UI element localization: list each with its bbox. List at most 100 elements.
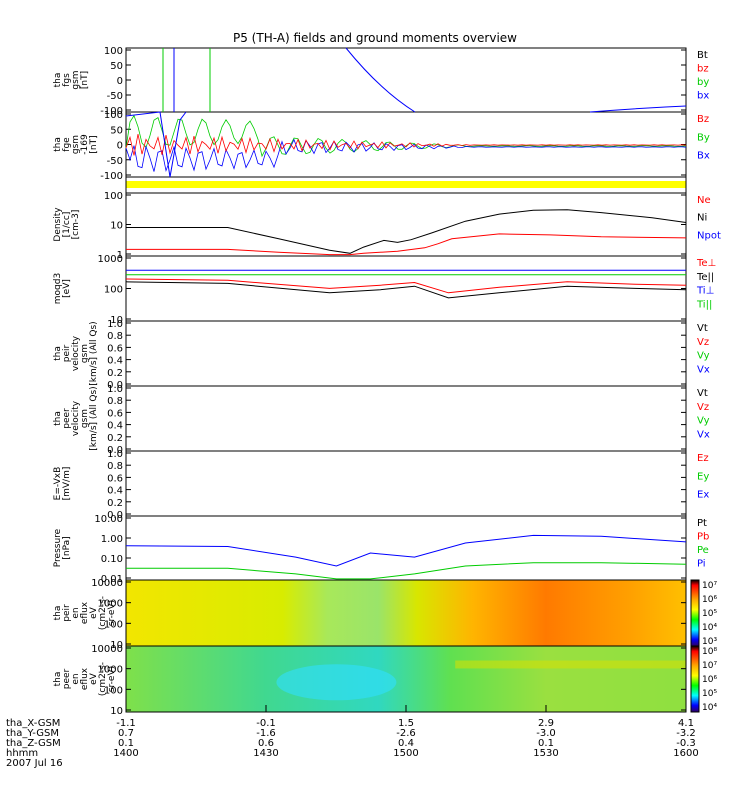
colorbar-label: 10⁴ bbox=[702, 623, 717, 633]
y-axis-label: E=-VxB bbox=[53, 467, 63, 501]
y-axis-label: en bbox=[71, 673, 81, 684]
legend-Vz: Vz bbox=[697, 402, 709, 413]
legend-Vy: Vy bbox=[697, 416, 710, 427]
y-tick-label: -50 bbox=[107, 91, 123, 102]
series-Ne bbox=[126, 233, 687, 256]
legend-Npot: Npot bbox=[697, 230, 721, 241]
legend-Ti||: Ti|| bbox=[696, 299, 712, 310]
y-axis-label: moqd3 bbox=[53, 273, 63, 304]
y-axis-label: [mV/m] bbox=[62, 467, 72, 501]
y-axis-label: [km/s] (All Qs) bbox=[89, 321, 99, 385]
y-axis-label: tha bbox=[53, 137, 63, 152]
y-axis-label: (cm2-s- bbox=[98, 596, 108, 630]
legend-bx: bx bbox=[697, 91, 709, 102]
legend-Vx: Vx bbox=[697, 429, 710, 440]
colorbar-label: 10⁵ bbox=[702, 689, 717, 699]
y-tick-label: 0.0 bbox=[107, 445, 123, 456]
legend-Vt: Vt bbox=[697, 323, 708, 334]
legend-Vz: Vz bbox=[697, 337, 709, 348]
y-tick-label: 1.0 bbox=[107, 449, 123, 460]
y-tick-label: 100 bbox=[104, 685, 123, 696]
legend-Ti⊥: Ti⊥ bbox=[696, 286, 714, 297]
legend-bz: bz bbox=[697, 64, 709, 75]
colorbar-label: 10⁶ bbox=[702, 675, 717, 685]
ephemeris-label-1: tha_Y-GSM bbox=[6, 728, 59, 739]
ephemeris-value: -0.1 bbox=[256, 718, 276, 729]
y-axis-label: velocity bbox=[71, 335, 81, 371]
y-tick-label: 0.6 bbox=[107, 473, 123, 484]
panel-frame bbox=[125, 192, 687, 257]
fge-bx-trace bbox=[125, 138, 687, 173]
y-axis-label: tha bbox=[53, 411, 63, 426]
legend-Ey: Ey bbox=[697, 471, 709, 482]
ephemeris-label-0: tha_X-GSM bbox=[6, 718, 60, 729]
y-tick-label: 0.10 bbox=[101, 554, 123, 565]
panel-efield bbox=[125, 450, 687, 517]
ephemeris-value: 4.1 bbox=[678, 718, 694, 729]
y-axis-label: tha bbox=[53, 73, 63, 88]
fge-bx-early bbox=[125, 111, 187, 178]
y-axis-label: [nPa] bbox=[62, 536, 72, 559]
y-axis-label: (cm2-s- bbox=[98, 662, 108, 696]
y-tick-label: 10.00 bbox=[94, 514, 123, 525]
panel-espec bbox=[125, 645, 700, 713]
y-tick-label: 100 bbox=[104, 191, 123, 202]
series-Pe bbox=[126, 562, 687, 580]
y-axis-label: [eV] bbox=[62, 279, 72, 298]
y-tick-label: 0.8 bbox=[107, 396, 123, 407]
y-tick-label: 0.0 bbox=[107, 510, 123, 521]
legend-Bt: Bt bbox=[697, 50, 708, 61]
y-tick-label: 0 bbox=[117, 76, 123, 87]
y-tick-label: 50 bbox=[110, 125, 123, 136]
panel-frame bbox=[125, 385, 687, 452]
y-tick-label: 1000 bbox=[98, 254, 123, 265]
y-axis-label: [nT] bbox=[80, 71, 90, 89]
y-axis-label: [km/s] (All Qs) bbox=[89, 386, 99, 450]
fge-bz-trace bbox=[125, 134, 687, 156]
ephemeris-value: 0.4 bbox=[398, 738, 414, 749]
y-tick-label: 0.2 bbox=[107, 498, 123, 509]
y-tick-label: 0.6 bbox=[107, 408, 123, 419]
y-tick-label: -100 bbox=[100, 171, 123, 182]
y-axis-label: [1/cc] bbox=[62, 212, 72, 238]
ephemeris-value: 0.7 bbox=[118, 728, 134, 739]
y-axis-label: peer bbox=[62, 668, 72, 689]
legend-Ex: Ex bbox=[697, 490, 709, 501]
y-tick-label: 0.4 bbox=[107, 486, 123, 497]
colorbar-label: 10⁸ bbox=[702, 647, 717, 657]
panel-vi bbox=[125, 320, 687, 387]
series-Te|| bbox=[125, 281, 687, 299]
ephemeris-value: 1500 bbox=[393, 748, 418, 759]
legend-Bx: Bx bbox=[697, 151, 710, 162]
legend-Vt: Vt bbox=[697, 388, 708, 399]
y-tick-label: 100 bbox=[104, 46, 123, 57]
ephemeris-value: 0.6 bbox=[258, 738, 274, 749]
ephemeris-value: -0.3 bbox=[676, 738, 696, 749]
y-axis-label: [cm-3] bbox=[71, 210, 81, 240]
y-tick-label: 100 bbox=[104, 619, 123, 630]
legend-Te||: Te|| bbox=[696, 272, 714, 283]
ephemeris-value: 1530 bbox=[533, 748, 558, 759]
y-axis-label: peir bbox=[62, 344, 72, 362]
y-axis-label: fge bbox=[62, 137, 72, 152]
y-tick-label: 10 bbox=[110, 221, 123, 232]
y-axis-label: sr-eV) bbox=[107, 600, 117, 626]
y-tick-label: 10 bbox=[110, 706, 123, 717]
y-tick-label: 0.2 bbox=[107, 368, 123, 379]
ephemeris-value: 1400 bbox=[113, 748, 138, 759]
ephemeris-value: 1.5 bbox=[398, 718, 414, 729]
panel-pressure bbox=[125, 515, 687, 581]
legend-Pb: Pb bbox=[697, 532, 709, 543]
y-axis-label: gsm bbox=[71, 135, 81, 154]
electron-spectrogram bbox=[126, 646, 686, 712]
ephemeris-value: 1600 bbox=[673, 748, 698, 759]
y-axis-label: -169 bbox=[80, 134, 90, 155]
legend-Vx: Vx bbox=[697, 364, 710, 375]
ephemeris-label-3: hhmm bbox=[6, 748, 38, 759]
panel-density bbox=[125, 192, 687, 257]
panel-bar bbox=[125, 176, 687, 194]
y-tick-label: 0.0 bbox=[107, 380, 123, 391]
series-Te⊥ bbox=[125, 278, 687, 294]
ephemeris-value: -3.2 bbox=[676, 728, 696, 739]
colorbar bbox=[690, 645, 700, 713]
